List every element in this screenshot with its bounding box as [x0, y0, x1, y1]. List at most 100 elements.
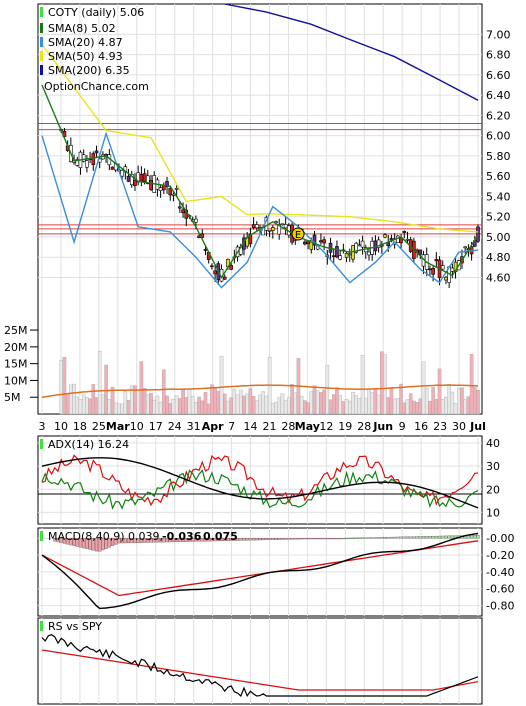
- macd-histogram-bar: [338, 538, 342, 540]
- volume-bar: [476, 390, 480, 415]
- macd-histogram-bar: [66, 538, 70, 545]
- volume-bar: [290, 383, 294, 415]
- volume-bar: [460, 387, 464, 415]
- macd-title: MACD(8,40,9) 0.039,: [48, 530, 163, 543]
- adx-panel: ADX(14) 16.24 40 30 20 10: [37, 435, 500, 525]
- macd-histogram-bar: [245, 538, 249, 541]
- candle-body: [367, 251, 371, 256]
- macd-histogram-bar: [53, 538, 57, 542]
- sma-line-sma200: [224, 3, 479, 101]
- adx-grid: [38, 436, 482, 524]
- earnings-marker-letter: E: [295, 230, 301, 241]
- volume-bar: [463, 399, 467, 415]
- candle-body: [444, 276, 448, 281]
- macd-histogram-bar: [175, 538, 179, 542]
- macd-histogram-bar: [393, 536, 397, 539]
- volume-bar: [328, 399, 333, 415]
- volume-bar: [219, 355, 224, 415]
- macd-histogram-bar: [165, 538, 169, 543]
- watermark: OptionChance.com: [44, 80, 149, 93]
- x-tick-label: 19: [338, 420, 352, 433]
- x-tick-label: Jun: [372, 420, 393, 433]
- macd-histogram-bar: [127, 538, 131, 544]
- volume-bar: [248, 388, 253, 415]
- candle-body: [357, 244, 362, 247]
- candle-body: [162, 185, 166, 191]
- macd-histogram-bar: [168, 538, 172, 543]
- candle-body: [174, 187, 179, 190]
- volume-bar: [184, 397, 189, 415]
- macd-histogram-bar: [383, 537, 387, 539]
- macd-y-tick-label: -0.40: [486, 566, 514, 579]
- macd-histogram-bar: [421, 536, 426, 539]
- volume-bar: [271, 403, 275, 415]
- x-tick-label: 28: [281, 420, 295, 433]
- macd-histogram-bar: [399, 536, 403, 539]
- macd-histogram-bar: [229, 538, 233, 541]
- volume-bar: [251, 395, 256, 415]
- volume-bar: [264, 395, 269, 415]
- macd-histogram-bar: [59, 538, 63, 543]
- candle-body: [428, 268, 432, 271]
- sma-line-sma20: [41, 131, 479, 289]
- candle-body: [149, 180, 153, 190]
- macd-histogram-bar: [171, 538, 175, 543]
- macd-histogram-bar: [155, 538, 159, 543]
- macd-histogram-bar: [341, 537, 345, 540]
- macd-histogram-bar: [114, 538, 118, 545]
- macd-histogram-bar: [325, 538, 329, 540]
- volume-bar: [277, 397, 281, 415]
- macd-histogram-bar: [184, 538, 188, 542]
- volume-bar: [206, 403, 211, 415]
- macd-histogram-bar: [377, 537, 381, 539]
- volume-bar: [222, 393, 227, 415]
- candle-body: [213, 270, 217, 275]
- sma-lines: [41, 3, 479, 289]
- volume-bar: [59, 360, 63, 415]
- macd-histogram-bar: [207, 538, 211, 542]
- candle-body: [360, 240, 365, 248]
- macd-histogram-bar: [194, 538, 198, 542]
- price-y-tick-label: 5.00: [486, 231, 511, 244]
- volume-bar: [283, 400, 288, 415]
- volume-bar: [396, 398, 400, 415]
- volume-bar: [146, 394, 150, 415]
- rs-panel-frame: [37, 617, 483, 705]
- macd-histogram-bar: [335, 538, 339, 540]
- macd-histogram-bar: [210, 538, 214, 542]
- macd-histogram-bar: [300, 538, 304, 540]
- x-tick-label: 18: [73, 420, 87, 433]
- macd-histogram-bar: [303, 538, 307, 540]
- candle-body: [354, 242, 358, 253]
- volume-bar: [331, 394, 336, 415]
- candle-body: [94, 150, 99, 154]
- macd-histogram-bar: [85, 538, 89, 549]
- candle-body: [168, 188, 173, 196]
- volume-bar: [274, 401, 278, 415]
- volume-bar: [152, 400, 156, 415]
- x-tick-label: 28: [357, 420, 371, 433]
- macd-grid: [38, 528, 482, 616]
- price-y-tick-label: 5.80: [486, 150, 511, 163]
- macd-histogram-bar: [226, 538, 230, 541]
- macd-histogram-bar: [444, 535, 448, 539]
- macd-histogram-bar: [94, 538, 99, 552]
- macd-histogram-bar: [473, 535, 477, 539]
- adx-y-tick-label: 40: [486, 437, 500, 450]
- volume-bar: [293, 392, 298, 415]
- volume-bar: [287, 397, 291, 415]
- macd-histogram-bar: [386, 537, 390, 539]
- candlesticks: [59, 127, 480, 288]
- macd-panel: MACD(8,40,9) 0.039, -0.036 0.075 -0.00-0…: [37, 527, 514, 617]
- macd-histogram-bar: [405, 536, 410, 539]
- volume-bar: [457, 388, 461, 415]
- volume-bar: [453, 403, 458, 415]
- candle-body: [335, 246, 339, 258]
- rs-title: RS vs SPY: [48, 620, 102, 633]
- volume-bar: [306, 402, 310, 415]
- macd-histogram-bar: [110, 538, 115, 547]
- candle-body: [222, 276, 227, 280]
- price-grid: [38, 4, 482, 414]
- candle-body: [267, 230, 272, 232]
- macd-histogram-bar: [280, 538, 284, 540]
